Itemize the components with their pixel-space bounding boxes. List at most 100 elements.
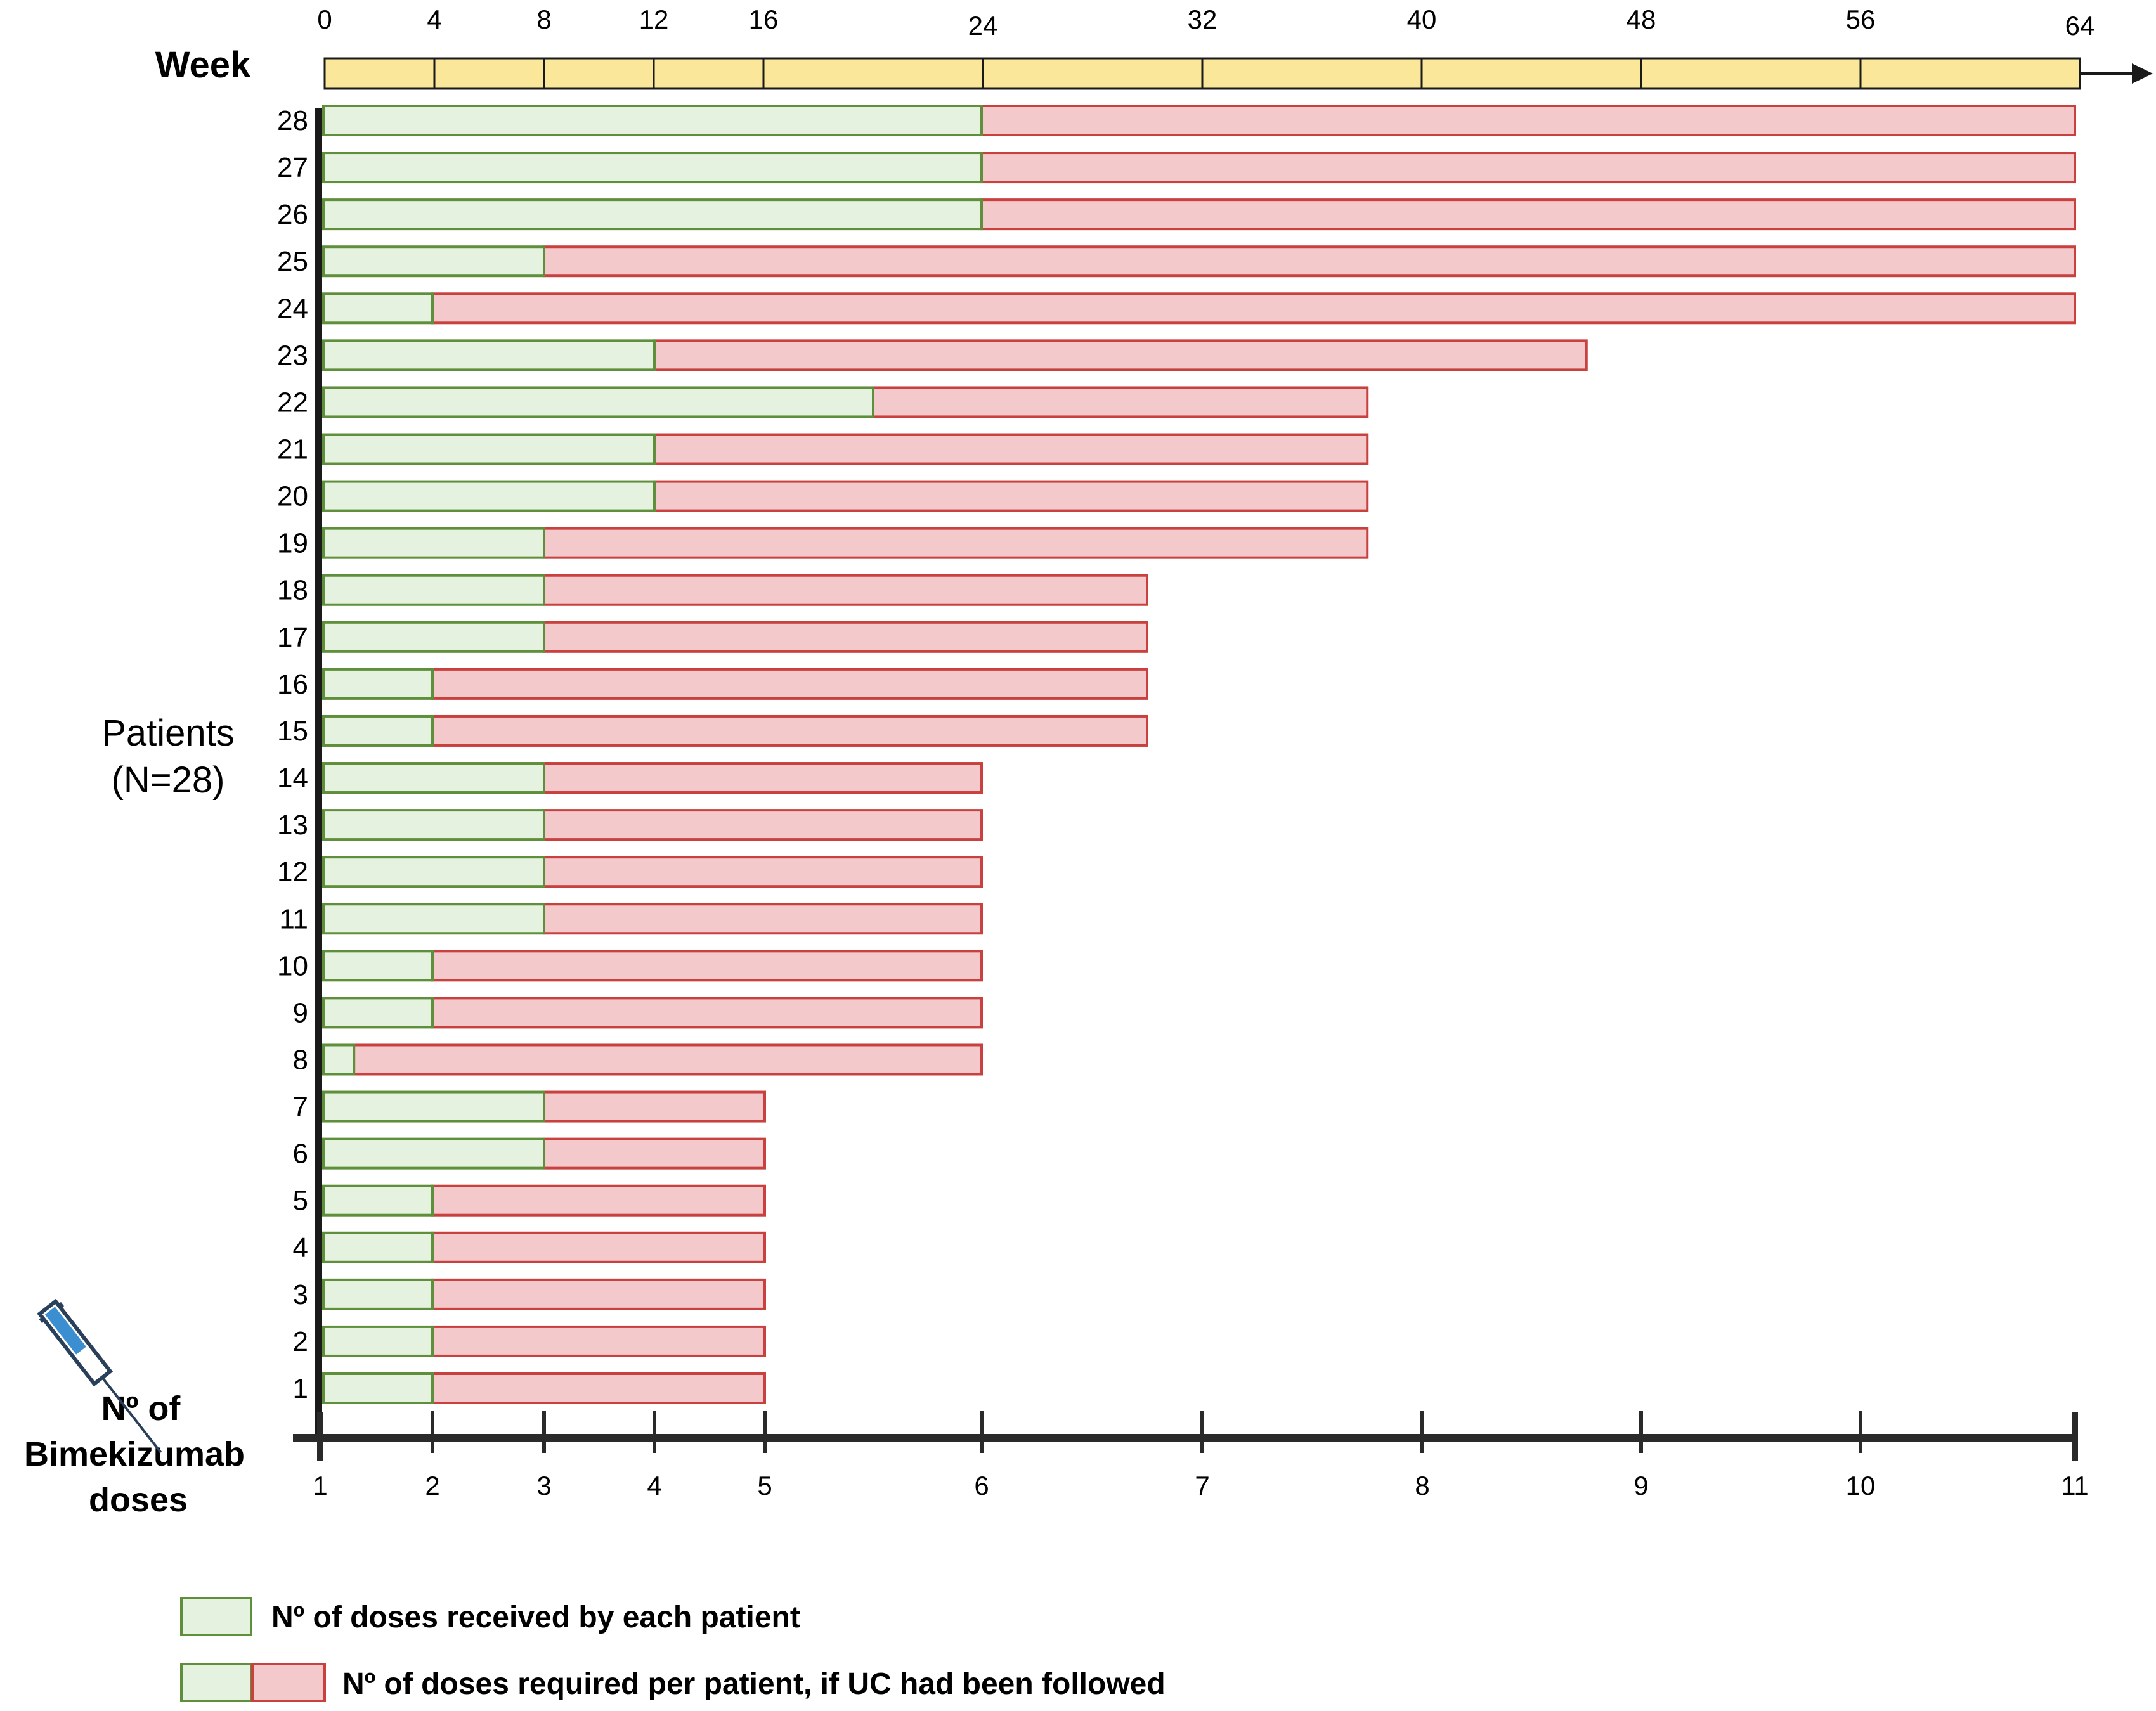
dose-tick-label: 5 <box>757 1471 772 1501</box>
dose-tick-label: 11 <box>2061 1471 2089 1501</box>
patient-label: 14 <box>277 763 308 794</box>
received-bar <box>322 903 545 935</box>
patient-label: 12 <box>277 856 308 888</box>
bars-group <box>322 105 2076 1404</box>
week-tick-label: 8 <box>536 4 551 34</box>
required-bar <box>543 809 983 841</box>
patient-label: 13 <box>277 810 308 841</box>
received-bar <box>322 292 434 325</box>
patient-label: 4 <box>293 1232 308 1263</box>
received-bar <box>322 997 434 1029</box>
received-bar <box>322 1325 434 1357</box>
received-bar <box>322 1090 545 1123</box>
patient-label: 9 <box>293 997 308 1028</box>
required-bar <box>431 997 983 1029</box>
week-tick-label: 4 <box>427 4 441 34</box>
patient-labels-group: 1234567891011121314151617181920212223242… <box>277 105 308 1404</box>
required-bar <box>431 1325 766 1357</box>
received-bar <box>322 1043 356 1076</box>
received-bar <box>322 105 983 136</box>
patient-label: 25 <box>277 246 308 277</box>
dose-tick-label: 9 <box>1633 1471 1648 1501</box>
patient-label: 16 <box>277 669 308 700</box>
week-tick-label: 56 <box>1846 4 1876 34</box>
received-bar <box>322 1372 434 1404</box>
patients-label: Patients (N=28) <box>101 713 235 801</box>
received-bar <box>322 1184 434 1217</box>
received-bar <box>322 1278 434 1310</box>
required-bar <box>543 527 1369 559</box>
patient-label: 20 <box>277 481 308 512</box>
received-bar <box>322 809 545 841</box>
patient-label: 5 <box>293 1185 308 1217</box>
legend-swatch-required <box>251 1663 326 1702</box>
week-tick-label: 0 <box>317 4 332 34</box>
required-bar <box>431 668 1148 700</box>
required-bar <box>543 574 1148 606</box>
received-bar <box>322 950 434 982</box>
week-axis: Week 0 4 8 12 16 24 32 40 48 56 64 <box>155 4 2153 90</box>
dose-axis-label: Nº of Bimekizumab doses <box>24 1390 245 1519</box>
received-bar <box>322 433 656 465</box>
patient-label: 11 <box>279 903 308 934</box>
legend-label-required: Nº of doses required per patient, if UC … <box>342 1667 1166 1701</box>
patient-label: 23 <box>277 340 308 371</box>
received-bar <box>322 198 983 231</box>
received-bar <box>322 621 545 653</box>
received-bar <box>322 339 656 371</box>
required-bar <box>980 198 2076 231</box>
required-bar <box>543 1090 766 1123</box>
week-tick-label: 32 <box>1188 4 1218 34</box>
required-bar <box>543 762 983 794</box>
required-bar <box>543 245 2076 278</box>
week-axis-arrowhead <box>2132 63 2153 84</box>
required-bar <box>872 386 1369 418</box>
week-tick-label: 40 <box>1407 4 1437 34</box>
received-bar <box>322 762 545 794</box>
week-tick-label: 16 <box>749 4 779 34</box>
received-bar <box>322 668 434 700</box>
dose-tick-label: 4 <box>647 1471 661 1501</box>
received-bar <box>322 1231 434 1263</box>
patients-label-line-2: (N=28) <box>112 759 225 801</box>
week-tick-label: 48 <box>1627 4 1656 34</box>
required-bar <box>653 339 1588 371</box>
legend-label-received: Nº of doses received by each patient <box>271 1601 800 1634</box>
received-bar <box>322 856 545 888</box>
week-tick-label: 24 <box>968 11 998 41</box>
required-bar <box>980 105 2076 136</box>
required-bar <box>543 621 1148 653</box>
dose-tick-label: 3 <box>536 1471 551 1501</box>
received-bar <box>322 152 983 184</box>
dose-axis-label-line-3: doses <box>89 1481 188 1519</box>
patient-label: 10 <box>277 950 308 981</box>
patient-label: 26 <box>277 199 308 230</box>
patient-label: 1 <box>293 1373 308 1404</box>
required-bar <box>431 714 1148 747</box>
dose-axis: 1 2 3 4 5 6 7 8 9 10 11 <box>293 1411 2089 1501</box>
patient-label: 27 <box>277 152 308 183</box>
patient-label: 24 <box>277 293 308 324</box>
patient-label: 21 <box>277 434 308 465</box>
required-bar <box>431 950 983 982</box>
patient-label: 3 <box>293 1279 308 1310</box>
dose-tick-label: 1 <box>313 1471 327 1501</box>
legend: Nº of doses received by each patient Nº … <box>180 1597 1166 1702</box>
dose-tick-label: 6 <box>974 1471 989 1501</box>
required-bar <box>543 1137 766 1170</box>
required-bar <box>653 480 1369 512</box>
patient-label: 15 <box>277 716 308 747</box>
required-bar <box>543 856 983 888</box>
required-bar <box>353 1043 983 1076</box>
required-bar <box>980 152 2076 184</box>
dose-tick-label: 7 <box>1195 1471 1209 1501</box>
dose-tick-label: 8 <box>1415 1471 1429 1501</box>
required-bar <box>431 1372 766 1404</box>
dose-axis-label-line-2: Bimekizumab <box>24 1435 245 1473</box>
patient-label: 2 <box>293 1326 308 1357</box>
received-bar <box>322 480 656 512</box>
week-axis-label: Week <box>155 44 251 86</box>
week-tick-label: 64 <box>2065 11 2095 41</box>
week-tick-label: 12 <box>639 4 669 34</box>
